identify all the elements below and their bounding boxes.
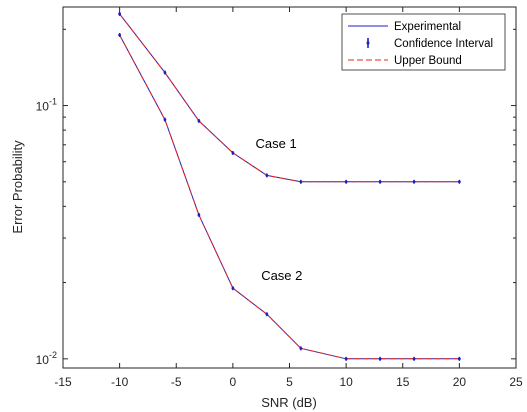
annotation-case-2: Case 2: [261, 268, 302, 283]
legend-upper-bound-label: Upper Bound: [394, 55, 462, 67]
legend-confidence-interval-dot: [366, 41, 370, 45]
series-2-point: [299, 346, 303, 350]
x-tick-label: 5: [286, 375, 293, 389]
series-1-point: [344, 180, 348, 184]
legend-confidence-interval-label: Confidence Interval: [394, 38, 493, 50]
series-1-point: [118, 12, 122, 16]
x-axis: -15 -10 -5 0 5 10 15 20 25: [54, 7, 523, 389]
legend-box: [341, 13, 506, 71]
series-2-upper-bound-line: [119, 34, 460, 360]
y-axis: 10-1 10-2: [36, 28, 516, 367]
annotations: Case 1 Case 2: [256, 136, 303, 283]
x-tick-label: 0: [230, 375, 237, 389]
series-2-point: [457, 357, 461, 361]
series-1-point: [457, 180, 461, 184]
series-1-point: [412, 180, 416, 184]
x-axis-label: SNR (dB): [261, 395, 317, 410]
legend: Experimental Confidence Interval Upper B…: [341, 13, 506, 71]
x-tick-label: -10: [111, 375, 129, 389]
y-tick-label: 10-2: [36, 350, 57, 367]
series-2-point: [378, 357, 382, 361]
series-layer: [118, 11, 461, 361]
series-2-point: [344, 357, 348, 361]
series-1-upper-bound-line: [119, 13, 460, 183]
series-1-point: [265, 173, 269, 177]
series-1-point: [231, 151, 235, 155]
x-tick-label: -5: [171, 375, 182, 389]
legend-experimental-label: Experimental: [394, 21, 461, 33]
y-tick-label: 10-1: [36, 97, 57, 114]
y-axis-label: Error Probability: [10, 140, 25, 234]
annotation-case-1: Case 1: [256, 136, 297, 151]
x-tick-label: 10: [339, 375, 353, 389]
series-1-point: [299, 180, 303, 184]
series-2-point: [412, 357, 416, 361]
series-1-point: [197, 119, 201, 123]
x-tick-label: 25: [509, 375, 523, 389]
series-1-point: [163, 71, 167, 74]
x-tick-label: 20: [453, 375, 467, 389]
series-2-point: [118, 33, 122, 37]
series-2-point: [231, 286, 235, 290]
x-tick-label: 15: [396, 375, 410, 389]
x-tick-label: -15: [54, 375, 72, 389]
series-1-point: [378, 180, 382, 184]
series-2-point: [163, 118, 167, 122]
series-2-point: [197, 213, 201, 217]
series-2-point: [265, 312, 269, 316]
